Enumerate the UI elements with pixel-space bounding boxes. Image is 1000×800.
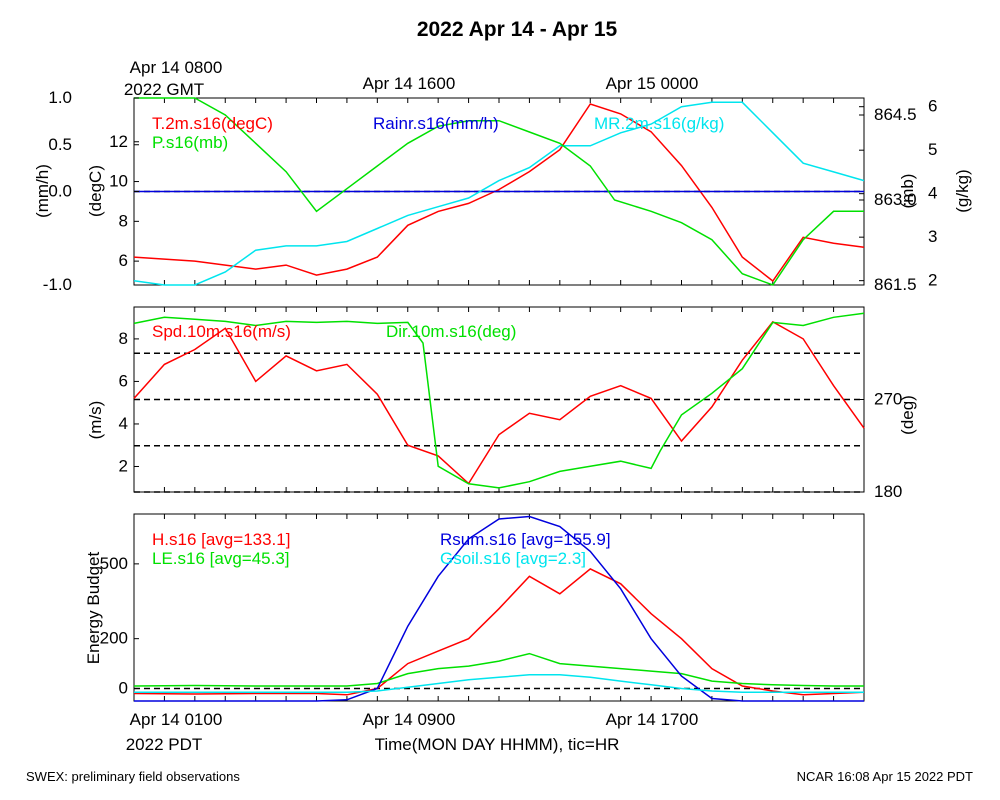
energy-axis-label: Energy Budget xyxy=(84,551,103,664)
temp-axis-label: (degC) xyxy=(86,165,105,217)
energy-tick-label: 200 xyxy=(100,629,128,648)
spd-axis-label: (m/s) xyxy=(86,401,105,440)
series-line xyxy=(134,515,864,702)
legend-h: H.s16 [avg=133.1] xyxy=(152,530,290,549)
mr-axis-label: (g/kg) xyxy=(953,169,972,212)
mr-tick-label: 5 xyxy=(928,140,937,159)
footer-left: SWEX: preliminary field observations xyxy=(26,769,240,784)
temp-tick-label: 10 xyxy=(109,172,128,191)
footer-right: NCAR 16:08 Apr 15 2022 PDT xyxy=(797,769,973,784)
series-line xyxy=(133,103,865,283)
chart-title: 2022 Apr 14 - Apr 15 xyxy=(417,18,618,41)
series-line xyxy=(133,320,865,485)
local-label-3: Apr 14 1700 xyxy=(606,710,699,729)
local-label-1: Apr 14 0100 xyxy=(130,710,223,729)
mr-tick-label: 3 xyxy=(928,227,937,246)
series-line xyxy=(133,312,865,489)
pres-tick-label: 863.0 xyxy=(874,190,917,209)
x-axis-label: Time(MON DAY HHMM), tic=HR xyxy=(375,735,620,754)
legend-temp: T.2m.s16(degC) xyxy=(152,114,273,133)
energy-tick-label: 500 xyxy=(100,554,128,573)
dir-tick-label: 270 xyxy=(874,390,902,409)
legend-le: LE.s16 [avg=45.3] xyxy=(152,549,290,568)
dir-tick-label: 180 xyxy=(874,482,902,501)
temp-tick-label: 6 xyxy=(119,251,128,270)
gmt-year-label: 2022 GMT xyxy=(124,80,204,99)
rain-axis-label: (mm/h) xyxy=(33,164,52,218)
legend-spd: Spd.10m.s16(m/s) xyxy=(152,322,291,341)
spd-tick-label: 8 xyxy=(119,329,128,348)
legend-dir: Dir.10m.s16(deg) xyxy=(386,322,516,341)
pres-axis-label: (mb) xyxy=(898,174,917,209)
rain-tick-label: 0.5 xyxy=(48,135,72,154)
mr-tick-label: 4 xyxy=(928,184,937,203)
gmt-label-3: Apr 15 0000 xyxy=(606,74,699,93)
gmt-label-1: Apr 14 0800 xyxy=(130,58,223,77)
series-line xyxy=(133,652,864,687)
legend-mr: MR.2m.s16(g/kg) xyxy=(594,114,724,133)
mr-tick-label: 6 xyxy=(928,97,937,116)
legend-rsum: Rsum.s16 [avg=155.9] xyxy=(440,530,611,549)
energy-tick-label: 0 xyxy=(119,679,128,698)
pres-tick-label: 861.5 xyxy=(874,275,917,294)
series-line xyxy=(133,101,865,286)
legend-gsoil: Gsoil.s16 [avg=2.3] xyxy=(440,549,586,568)
rain-tick-label: -1.0 xyxy=(43,275,72,294)
rain-tick-label: 0.0 xyxy=(48,182,72,201)
pres-tick-label: 864.5 xyxy=(874,105,917,124)
local-year-label: 2022 PDT xyxy=(126,735,203,754)
gmt-label-2: Apr 14 1600 xyxy=(363,74,456,93)
temp-tick-label: 12 xyxy=(109,132,128,151)
legend-rain: Rainr.s16(mm/h) xyxy=(373,114,499,133)
mr-tick-label: 2 xyxy=(928,271,937,290)
legend-pres: P.s16(mb) xyxy=(152,133,228,152)
series-line xyxy=(133,568,865,696)
temp-tick-label: 8 xyxy=(119,211,128,230)
series-line xyxy=(134,97,864,286)
series-line xyxy=(134,674,864,694)
spd-tick-label: 4 xyxy=(119,414,128,433)
dir-axis-label: (deg) xyxy=(898,395,917,435)
spd-tick-label: 2 xyxy=(119,456,128,475)
rain-tick-label: 1.0 xyxy=(48,88,72,107)
spd-tick-label: 6 xyxy=(119,371,128,390)
chart-marks: -1.0 0.0 0.5 1.0 6 8 10 12 861.5 863.0 864.5 2 3 4 5 6 2… xyxy=(43,88,937,702)
local-label-2: Apr 14 0900 xyxy=(363,710,456,729)
